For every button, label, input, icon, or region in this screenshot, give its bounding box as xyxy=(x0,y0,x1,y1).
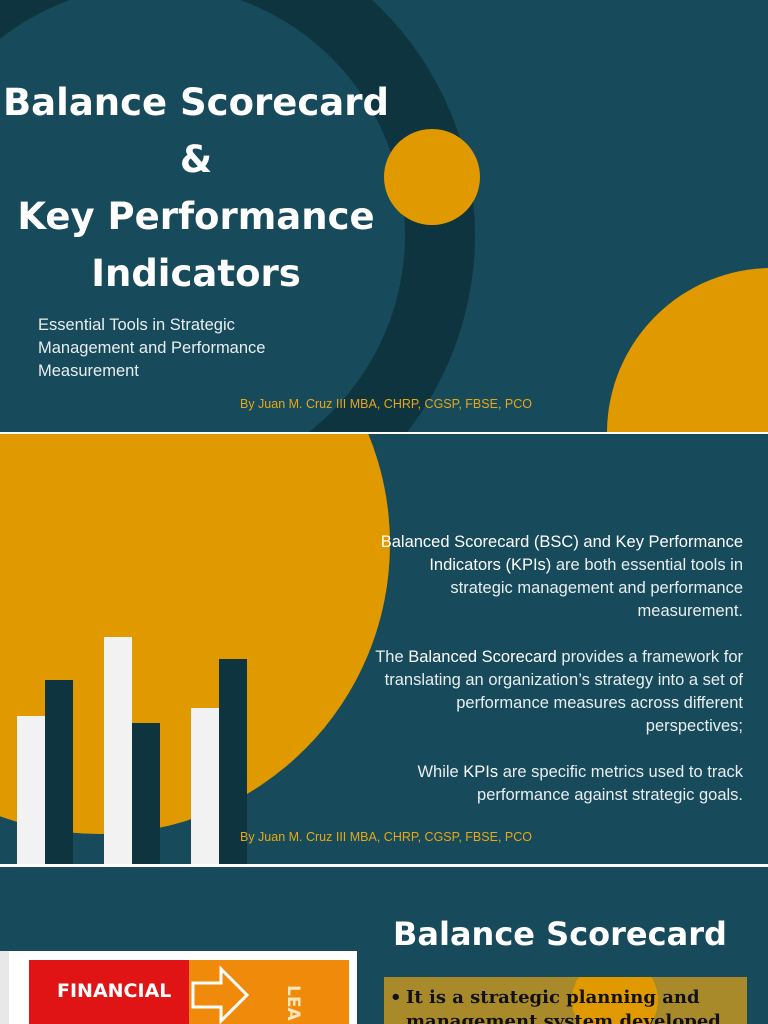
financial-box: FINANCIAL xyxy=(29,960,191,1024)
author-byline: By Juan M. Cruz III MBA, CHRP, CGSP, FBS… xyxy=(240,830,532,844)
intro-text-block: Balanced Scorecard (BSC) and Key Perform… xyxy=(373,531,743,830)
balance-scorecard-slide: FINANCIAL LEA & GR Balance Scorecard It … xyxy=(0,867,768,1024)
content-panel: It is a strategic planning and managemen… xyxy=(384,977,747,1024)
bar-graphic-dark xyxy=(132,723,160,864)
paragraph-text: are specific metrics used to track perfo… xyxy=(477,763,743,804)
paragraph: The Balanced Scorecard provides a framew… xyxy=(373,646,743,738)
bar-graphic-light xyxy=(104,637,132,864)
title-line: Indicators xyxy=(91,252,301,295)
learning-growth-label: LEA & GR xyxy=(283,985,303,1024)
paragraph-text: While xyxy=(417,763,464,781)
paragraph-text: are both essential tools in strategic ma… xyxy=(450,556,743,620)
slide-subtitle: Essential Tools in Strategic Management … xyxy=(38,316,266,380)
paragraph: Balanced Scorecard (BSC) and Key Perform… xyxy=(373,531,743,623)
arc-inner-mask xyxy=(0,0,405,432)
title-line: Balance Scorecard xyxy=(2,81,390,124)
intro-slide: Balanced Scorecard (BSC) and Key Perform… xyxy=(0,434,768,864)
bar-graphic-light xyxy=(191,708,219,864)
title-line: Key Performance xyxy=(17,195,375,238)
bar-graphic-dark xyxy=(219,659,247,864)
arrow-right-icon xyxy=(191,965,250,1024)
author-byline: By Juan M. Cruz III MBA, CHRP, CGSP, FBS… xyxy=(240,397,532,411)
bar-graphic-light xyxy=(17,716,45,864)
bullet-point: It is a strategic planning and managemen… xyxy=(390,986,736,1024)
slide-title: Balance Scorecard xyxy=(393,915,727,953)
gold-quarter-circle-decoration xyxy=(607,268,768,432)
bar-graphic-dark xyxy=(45,680,73,864)
gold-circle-decoration xyxy=(384,129,480,225)
highlight-term: KPIs xyxy=(463,763,499,781)
slide-title: Balance Scorecard & Key Performance Indi… xyxy=(0,74,392,302)
title-line: & xyxy=(179,138,213,181)
paragraph-text: provides a framework for translating an … xyxy=(384,648,743,735)
orange-perspective-box xyxy=(189,960,349,1024)
highlight-term: Balanced Scorecard (BSC) and Key Perform… xyxy=(380,533,743,574)
paragraph-text: The xyxy=(375,648,409,666)
highlight-term: Balanced Scorecard xyxy=(408,648,557,666)
title-slide: Balance Scorecard & Key Performance Indi… xyxy=(0,0,768,432)
paragraph: While KPIs are specific metrics used to … xyxy=(373,761,743,807)
